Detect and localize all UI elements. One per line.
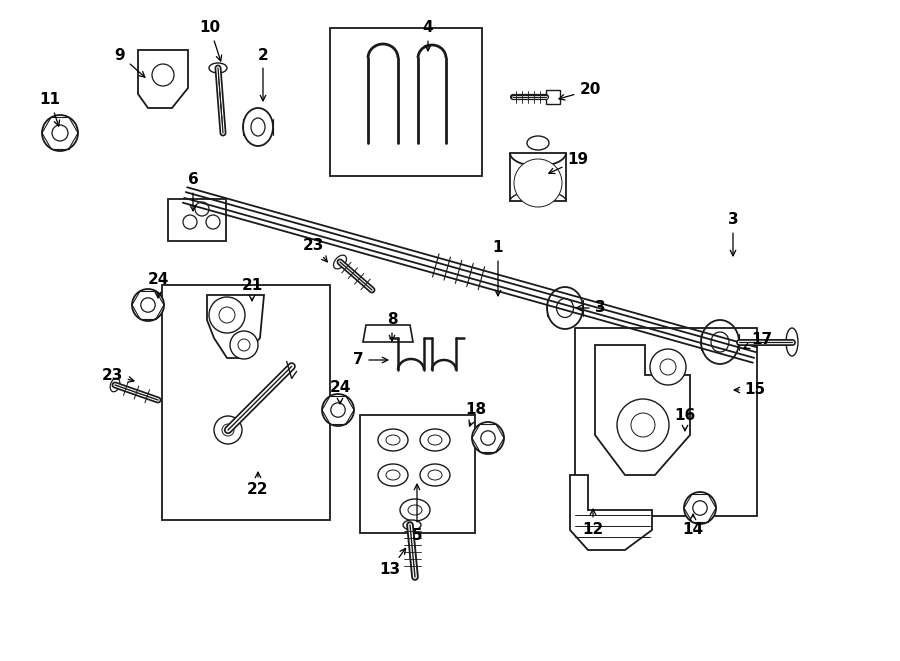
Circle shape: [684, 492, 716, 524]
Text: 21: 21: [241, 278, 263, 301]
Text: 23: 23: [302, 237, 328, 262]
Polygon shape: [207, 295, 264, 358]
Text: 13: 13: [380, 549, 406, 578]
Text: 3: 3: [576, 301, 606, 315]
Ellipse shape: [386, 470, 400, 480]
Circle shape: [238, 339, 250, 351]
Text: 24: 24: [148, 272, 168, 298]
Circle shape: [209, 297, 245, 333]
Ellipse shape: [420, 464, 450, 486]
Text: 1: 1: [493, 241, 503, 296]
Ellipse shape: [378, 464, 408, 486]
Ellipse shape: [243, 108, 273, 146]
Text: 8: 8: [387, 313, 397, 341]
Circle shape: [140, 298, 155, 312]
Ellipse shape: [701, 320, 739, 364]
Text: 24: 24: [329, 381, 351, 404]
Polygon shape: [595, 345, 690, 475]
Text: 18: 18: [465, 403, 487, 426]
Bar: [360, 415, 475, 533]
Circle shape: [693, 501, 707, 515]
Bar: [575, 328, 757, 516]
Circle shape: [322, 394, 354, 426]
Circle shape: [522, 167, 554, 199]
Text: 22: 22: [248, 472, 269, 498]
Circle shape: [152, 64, 174, 86]
Circle shape: [617, 399, 669, 451]
Circle shape: [183, 215, 197, 229]
Bar: [168, 199, 226, 241]
Ellipse shape: [403, 520, 421, 530]
Bar: [162, 285, 330, 520]
Polygon shape: [363, 325, 413, 342]
Circle shape: [514, 159, 562, 207]
Text: 6: 6: [187, 173, 198, 211]
Ellipse shape: [334, 255, 346, 269]
Circle shape: [195, 202, 209, 216]
Ellipse shape: [547, 287, 583, 329]
Text: 9: 9: [114, 48, 145, 77]
Ellipse shape: [251, 118, 265, 136]
Circle shape: [52, 125, 68, 141]
Text: 14: 14: [682, 514, 704, 537]
Ellipse shape: [428, 470, 442, 480]
Polygon shape: [570, 475, 652, 550]
Ellipse shape: [786, 328, 798, 356]
Polygon shape: [138, 50, 188, 108]
Ellipse shape: [711, 332, 729, 352]
Text: 5: 5: [411, 484, 422, 543]
Ellipse shape: [428, 435, 442, 445]
Text: 11: 11: [40, 93, 60, 126]
Text: 10: 10: [200, 20, 221, 61]
Ellipse shape: [556, 299, 573, 317]
Text: 17: 17: [743, 332, 772, 348]
Bar: [546, 90, 560, 104]
Circle shape: [331, 403, 346, 417]
Circle shape: [206, 215, 220, 229]
Circle shape: [42, 115, 78, 151]
Ellipse shape: [527, 136, 549, 150]
Text: 19: 19: [549, 153, 589, 173]
Circle shape: [219, 307, 235, 323]
Text: 12: 12: [582, 509, 604, 537]
Text: 3: 3: [728, 212, 738, 256]
Ellipse shape: [378, 429, 408, 451]
Text: 20: 20: [559, 83, 600, 100]
Circle shape: [222, 424, 234, 436]
Text: 15: 15: [734, 383, 766, 397]
Circle shape: [230, 331, 258, 359]
Text: 16: 16: [674, 407, 696, 431]
Bar: [510, 153, 566, 201]
Text: 23: 23: [102, 368, 134, 383]
Circle shape: [481, 431, 495, 446]
Ellipse shape: [420, 429, 450, 451]
Ellipse shape: [386, 435, 400, 445]
Ellipse shape: [400, 499, 430, 521]
Circle shape: [472, 422, 504, 454]
Bar: [330, 28, 482, 176]
Circle shape: [631, 413, 655, 437]
Circle shape: [132, 289, 164, 321]
Circle shape: [660, 359, 676, 375]
Circle shape: [650, 349, 686, 385]
Ellipse shape: [110, 378, 120, 392]
Text: 7: 7: [353, 352, 388, 368]
Ellipse shape: [209, 63, 227, 73]
Circle shape: [214, 416, 242, 444]
Text: 2: 2: [257, 48, 268, 101]
Ellipse shape: [408, 505, 422, 515]
Text: 4: 4: [423, 20, 433, 51]
